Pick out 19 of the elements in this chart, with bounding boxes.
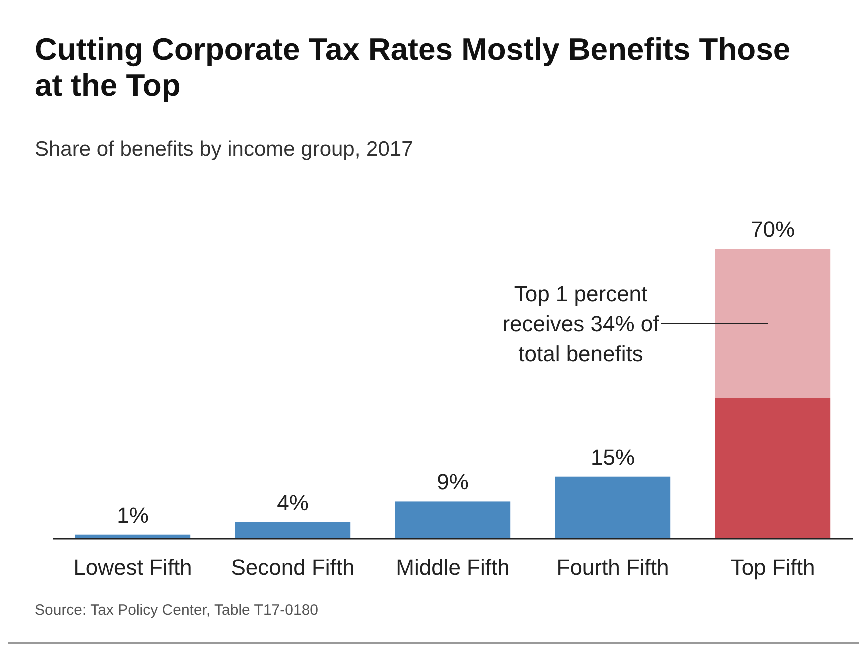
data-label: 9% bbox=[437, 470, 469, 495]
x-tick-label: Top Fifth bbox=[730, 555, 816, 580]
bar bbox=[235, 522, 351, 539]
x-tick-label: Second Fifth bbox=[231, 555, 355, 580]
total-label: 70% bbox=[750, 217, 796, 242]
data-label: 15% bbox=[590, 444, 636, 470]
x-tick-label: Lowest Fifth bbox=[74, 555, 192, 580]
bar bbox=[395, 502, 511, 539]
annotation: Top 1 percent receives 34% of total benefits bbox=[502, 282, 660, 367]
chart-title: Cutting Corporate Tax Rates Mostly Benefits Those at the Top bbox=[35, 32, 791, 103]
bar bbox=[715, 398, 831, 539]
data-label: 1% bbox=[117, 502, 149, 528]
data-label: 4% bbox=[277, 490, 309, 516]
x-tick-label: Middle Fifth bbox=[396, 555, 510, 580]
source-note: Source: Tax Policy Center, Table T17-0180 bbox=[35, 602, 319, 619]
bar bbox=[555, 476, 671, 539]
x-tick-label: Fourth Fifth bbox=[556, 555, 670, 580]
chart-subtitle: Share of benefits by income group, 2017 bbox=[35, 138, 414, 161]
bar bbox=[715, 249, 831, 398]
